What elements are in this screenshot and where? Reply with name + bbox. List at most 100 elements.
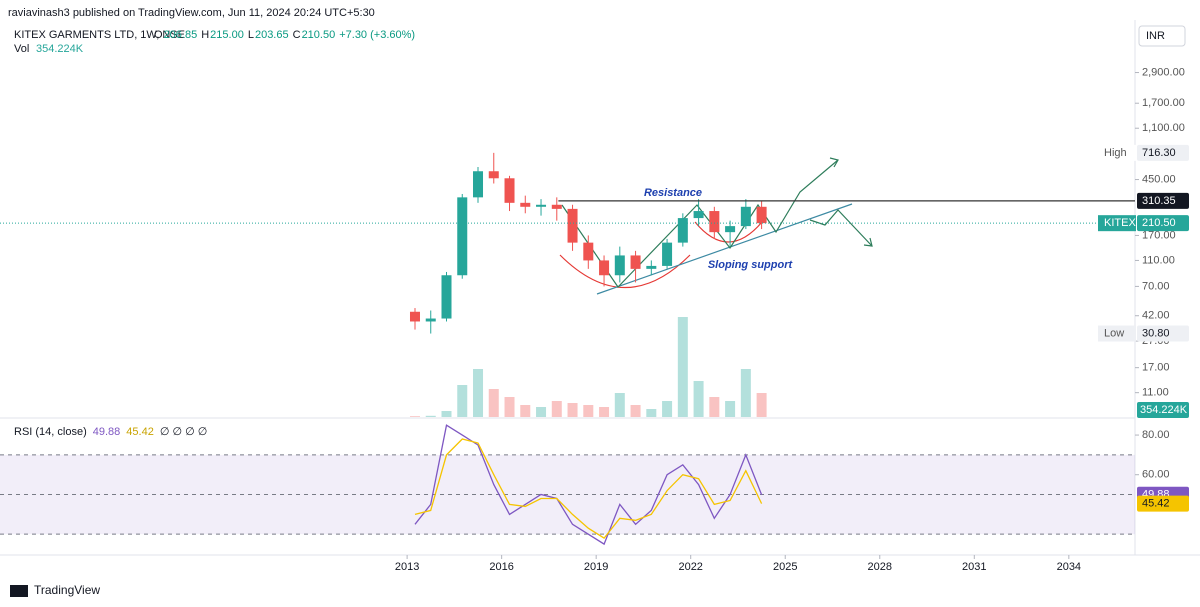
y-tick-label: 11.00	[1142, 387, 1169, 399]
price-badge-value: 716.30	[1142, 147, 1176, 159]
volume-bar	[646, 409, 657, 417]
badge-label-box	[1098, 215, 1136, 232]
y-tick-label: 2,900.00	[1142, 66, 1185, 78]
arrow-head	[863, 237, 873, 247]
volume-bar	[756, 393, 767, 417]
volume-bar	[473, 369, 484, 417]
volume-bar	[599, 407, 610, 417]
volume-bar	[567, 403, 578, 417]
candle-body	[504, 178, 515, 203]
rsi-placeholders: ∅ ∅ ∅ ∅	[160, 426, 208, 438]
candle-body	[520, 202, 531, 207]
ohlc-label: O	[154, 29, 163, 41]
ohlc-label: L	[248, 29, 254, 41]
price-badge	[1137, 325, 1189, 342]
volume-bar	[551, 401, 562, 417]
volume-bar	[520, 405, 531, 417]
volume-badge-value: 354.224K	[1140, 404, 1188, 416]
y-tick-label: 170.00	[1142, 229, 1176, 241]
price-badge-value: 30.80	[1142, 327, 1170, 339]
logo	[10, 585, 28, 597]
y-tick-label: 110.00	[1142, 254, 1175, 266]
candle-body	[599, 260, 610, 276]
volume-bar	[504, 397, 515, 417]
candle-body	[425, 318, 436, 322]
zigzag-drawing	[561, 159, 839, 288]
volume-bar	[409, 416, 420, 417]
ohlc-value: 215.00	[210, 29, 244, 41]
rsi-legend-value: 49.88	[93, 426, 121, 438]
price-badge-value: 310.35	[1142, 195, 1176, 207]
price-badge	[1137, 192, 1189, 209]
zigzag-drawing	[809, 209, 873, 247]
volume-bar	[740, 369, 751, 417]
volume-badge	[1137, 402, 1189, 418]
rsi-badge	[1137, 495, 1189, 512]
candle-body	[646, 265, 657, 269]
candle-body	[567, 208, 578, 243]
rsi-legend-ma: 45.42	[126, 426, 154, 438]
vol-value: 354.224K	[36, 43, 84, 55]
candle-body	[662, 242, 673, 266]
support-label: Sloping support	[708, 259, 794, 271]
price-badge	[1137, 215, 1189, 232]
cup-drawing	[559, 254, 691, 288]
arrow-head	[829, 157, 839, 168]
rsi-tick-label: 60.00	[1142, 469, 1170, 481]
x-tick-label: 2031	[962, 561, 986, 573]
volume-bar	[457, 385, 468, 417]
candle-body	[709, 211, 720, 233]
rsi-ma-line	[414, 438, 763, 539]
price-badge	[1137, 144, 1189, 161]
badge-label: KITEX	[1104, 217, 1136, 229]
y-tick-label: 70.00	[1142, 280, 1170, 292]
volume-bar	[725, 401, 736, 417]
candle-body	[725, 226, 736, 233]
ohlc-label: C	[293, 29, 301, 41]
ohlc-value: 203.65	[255, 29, 289, 41]
volume-bar	[693, 381, 704, 417]
badge-label-box	[1098, 325, 1136, 342]
ohlc-value: 210.50	[302, 29, 336, 41]
change: +7.30 (+3.60%)	[339, 29, 415, 41]
x-tick-label: 2028	[868, 561, 892, 573]
rsi-title: RSI (14, close)	[14, 426, 87, 438]
volume-bar	[709, 397, 720, 417]
y-tick-label: 1,700.00	[1142, 97, 1185, 109]
x-tick-label: 2013	[395, 561, 419, 573]
cup-drawing	[694, 221, 763, 243]
candle-body	[409, 311, 420, 322]
volume-bar	[662, 401, 673, 417]
vol-label: Vol	[14, 43, 29, 55]
rsi-tick-label: 80.00	[1142, 429, 1170, 441]
candle-body	[441, 275, 452, 319]
badge-label-box	[1098, 144, 1136, 161]
y-tick-label: 17.00	[1142, 362, 1170, 374]
resistance-label: Resistance	[644, 187, 702, 199]
rsi-badge-value: 45.42	[1142, 498, 1170, 510]
badge-label: Low	[1104, 327, 1124, 339]
volume-bar	[630, 405, 641, 417]
candle-body	[740, 206, 751, 227]
volume-bar	[677, 317, 688, 417]
currency-box[interactable]	[1138, 25, 1186, 47]
volume-bar	[441, 411, 452, 417]
volume-bar	[583, 405, 594, 417]
candle-body	[488, 171, 499, 179]
symbol: KITEX GARMENTS LTD, 1W, NSE	[14, 29, 185, 41]
x-tick-label: 2016	[489, 561, 513, 573]
candle-body	[614, 255, 625, 276]
y-tick-label: 1,100.00	[1142, 122, 1185, 134]
candle-body	[583, 242, 594, 261]
publisher: raviavinash3 published on TradingView.co…	[8, 7, 375, 19]
volume-bar	[614, 393, 625, 417]
currency[interactable]: INR	[1146, 30, 1165, 42]
candle-body	[630, 255, 641, 269]
x-tick-label: 2022	[678, 561, 702, 573]
y-tick-label: 450.00	[1142, 173, 1176, 185]
x-tick-label: 2019	[584, 561, 608, 573]
volume-bar	[488, 389, 499, 417]
candle-body	[677, 218, 688, 243]
x-tick-label: 2025	[773, 561, 797, 573]
candle-body	[551, 204, 562, 209]
